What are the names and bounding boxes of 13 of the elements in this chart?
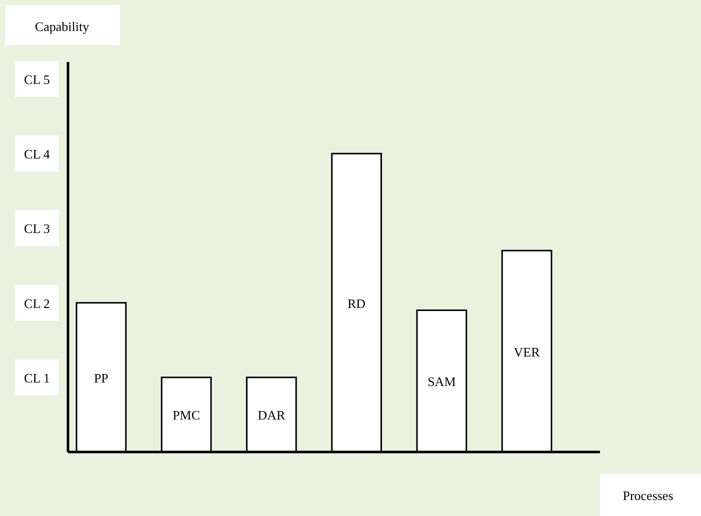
x-tick-label: PP [94,370,108,386]
x-tick-label: SAM [428,374,456,390]
x-axis-title: Processes [622,488,674,503]
text: CL 4 [24,146,50,162]
text: CL 2 [24,296,50,311]
text: CL 1 [24,370,50,386]
x-tick-label: PMC [172,408,200,423]
x-tick-label: VER [514,344,540,360]
text: CL 5 [24,72,50,87]
text: CL 3 [24,221,50,236]
text: Capability [34,19,90,34]
x-tick-label: DAR [258,408,286,423]
x-tick-label: RD [348,296,366,311]
